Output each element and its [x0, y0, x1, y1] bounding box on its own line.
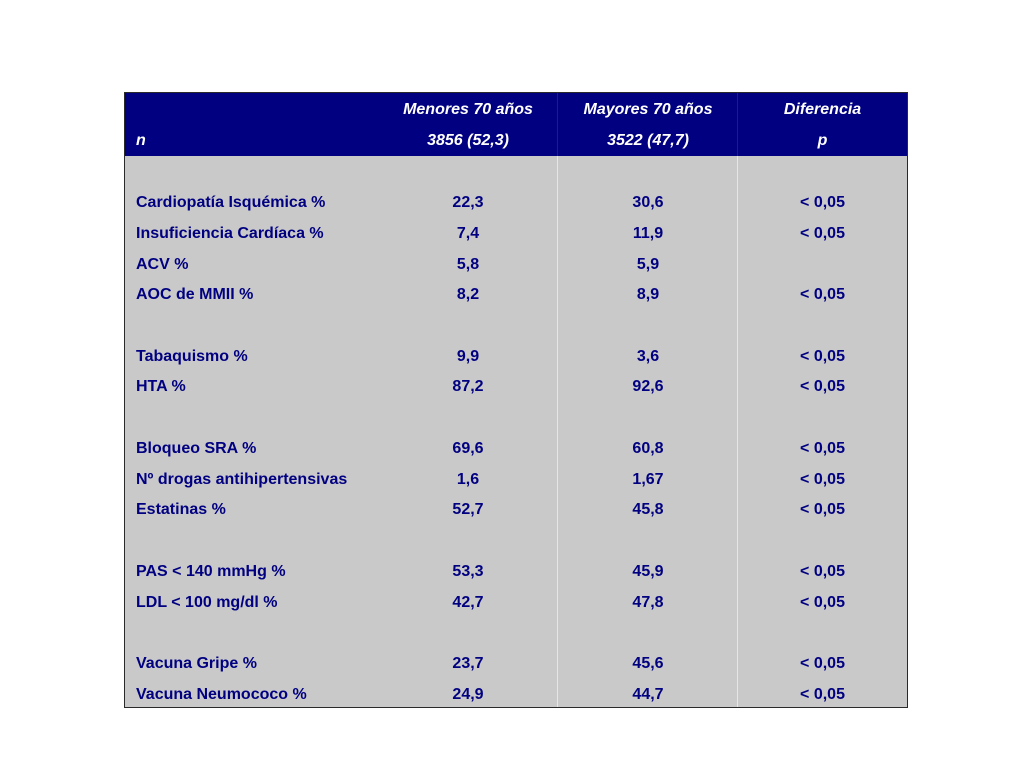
row-p-value: < 0,05 [800, 225, 845, 242]
row-p-value: < 0,05 [800, 471, 845, 488]
row-menores-value: 8,2 [456, 286, 480, 303]
row-mayores-value: 3,6 [636, 348, 660, 365]
body-divider [557, 156, 558, 707]
table-body: Cardiopatía Isquémica % 22,3 30,6 < 0,05 Ins… [125, 156, 907, 707]
header-divider [737, 93, 738, 156]
row-label: HTA % [136, 378, 186, 395]
row-label: Bloqueo SRA % [136, 440, 257, 457]
row-p-value: < 0,05 [800, 655, 845, 672]
header-col3-p: p [817, 132, 828, 149]
row-label: Estatinas % [136, 501, 226, 518]
table-header: Menores 70 años Mayores 70 años Diferenc… [125, 93, 907, 156]
row-mayores-value: 30,6 [632, 194, 664, 211]
row-label: ACV % [136, 256, 189, 273]
row-mayores-value: 5,9 [636, 256, 660, 273]
row-menores-value: 5,8 [456, 256, 480, 273]
row-menores-value: 7,4 [456, 225, 480, 242]
row-mayores-value: 44,7 [632, 686, 664, 703]
row-menores-value: 1,6 [456, 471, 480, 488]
row-label: Nº drogas antihipertensivas [136, 471, 348, 488]
row-mayores-value: 45,6 [632, 655, 664, 672]
row-label: AOC de MMII % [136, 286, 254, 303]
row-menores-value: 42,7 [452, 594, 484, 611]
row-label: Cardiopatía Isquémica % [136, 194, 326, 211]
row-menores-value: 22,3 [452, 194, 484, 211]
row-label: Insuficiencia Cardíaca % [136, 225, 324, 242]
row-mayores-value: 92,6 [632, 378, 664, 395]
row-p-value: < 0,05 [800, 686, 845, 703]
row-mayores-value: 60,8 [632, 440, 664, 457]
body-divider [737, 156, 738, 707]
header-row-label: n [136, 132, 146, 149]
header-col2-title: Mayores 70 años [583, 101, 713, 118]
row-p-value: < 0,05 [800, 286, 845, 303]
row-mayores-value: 45,9 [632, 563, 664, 580]
header-col1-title: Menores 70 años [403, 101, 533, 118]
row-label: PAS < 140 mmHg % [136, 563, 286, 580]
row-mayores-value: 1,67 [632, 471, 664, 488]
header-col1-n: 3856 (52,3) [427, 132, 509, 149]
row-label: LDL < 100 mg/dl % [136, 594, 278, 611]
row-menores-value: 87,2 [452, 378, 484, 395]
row-mayores-value: 11,9 [632, 225, 664, 242]
row-p-value: < 0,05 [800, 440, 845, 457]
row-menores-value: 23,7 [452, 655, 484, 672]
header-col2-n: 3522 (47,7) [607, 132, 689, 149]
header-col3-title: Diferencia [783, 101, 862, 118]
row-menores-value: 9,9 [456, 348, 480, 365]
row-menores-value: 24,9 [452, 686, 484, 703]
row-menores-value: 69,6 [452, 440, 484, 457]
comparison-table: Menores 70 años Mayores 70 años Diferenc… [124, 92, 908, 708]
row-menores-value: 52,7 [452, 501, 484, 518]
row-mayores-value: 47,8 [632, 594, 664, 611]
row-mayores-value: 8,9 [636, 286, 660, 303]
row-p-value: < 0,05 [800, 378, 845, 395]
row-label: Vacuna Neumococo % [136, 686, 307, 703]
row-p-value: < 0,05 [800, 594, 845, 611]
row-label: Tabaquismo % [136, 348, 248, 365]
row-p-value: < 0,05 [800, 501, 845, 518]
row-mayores-value: 45,8 [632, 501, 664, 518]
row-label: Vacuna Gripe % [136, 655, 257, 672]
row-p-value: < 0,05 [800, 348, 845, 365]
row-p-value: < 0,05 [800, 194, 845, 211]
row-menores-value: 53,3 [452, 563, 484, 580]
header-divider [557, 93, 558, 156]
row-p-value: < 0,05 [800, 563, 845, 580]
